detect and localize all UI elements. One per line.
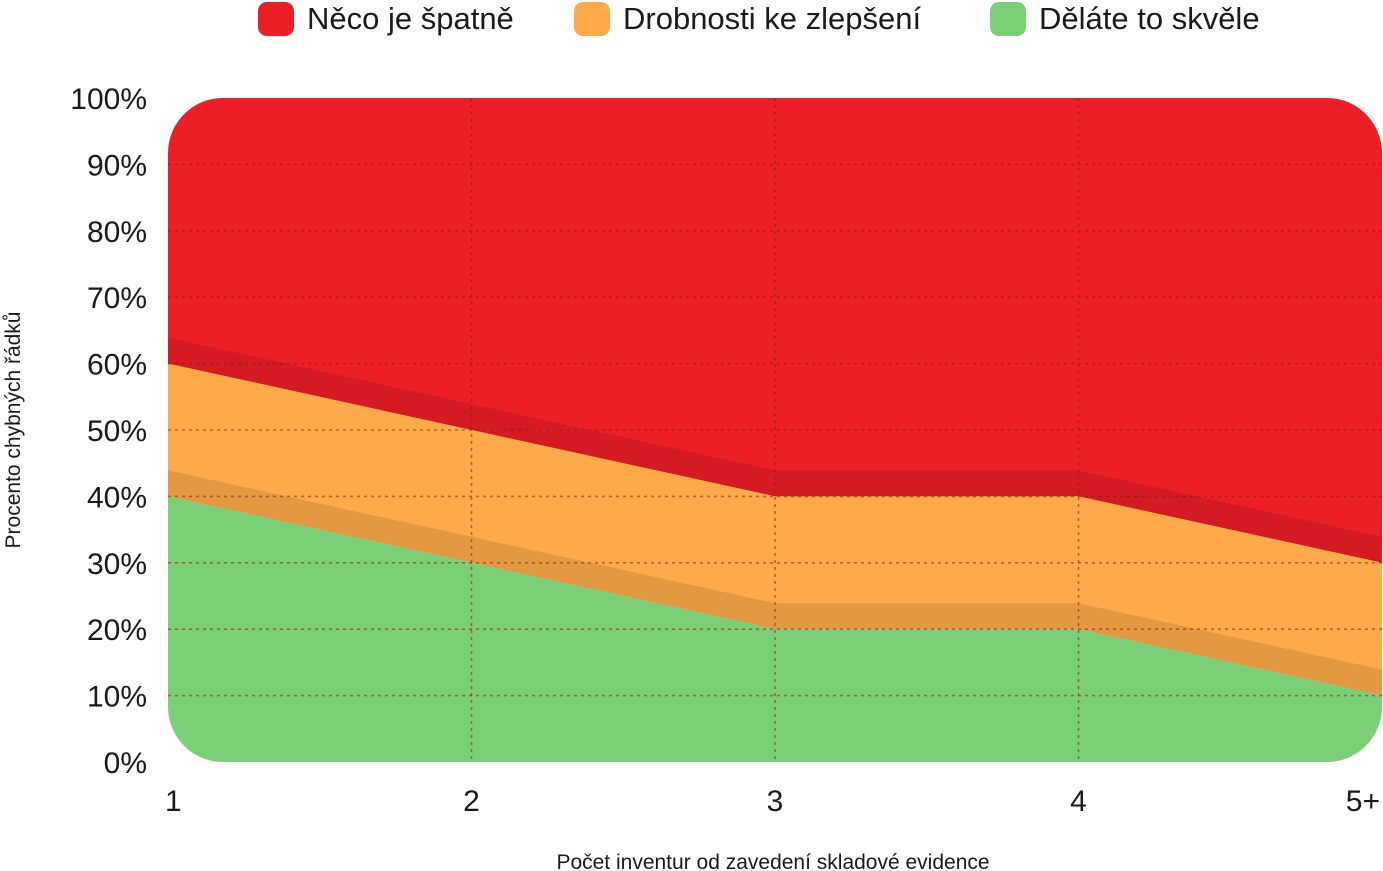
y-tick-label: 10% (87, 681, 147, 714)
legend-item: Drobnosti ke zlepšení (574, 1, 922, 36)
x-tick-label: 5+ (1346, 785, 1380, 818)
y-tick-label: 60% (87, 349, 147, 382)
x-axis-title: Počet inventur od zavedení skladové evid… (556, 851, 989, 871)
legend-item: Něco je špatně (258, 1, 514, 36)
y-tick-label: 0% (104, 747, 147, 780)
legend-swatch (574, 2, 610, 36)
x-tick-label: 2 (463, 785, 480, 818)
y-tick-label: 80% (87, 216, 147, 249)
y-tick-label: 90% (87, 149, 147, 182)
legend-swatch (990, 2, 1026, 36)
legend-swatch (258, 2, 294, 36)
legend-label: Něco je špatně (307, 1, 514, 36)
legend-label: Děláte to skvěle (1039, 1, 1260, 36)
x-tick-label: 4 (1070, 785, 1087, 818)
y-tick-label: 50% (87, 415, 147, 448)
x-tick-label: 3 (767, 785, 784, 818)
legend-item: Děláte to skvěle (990, 1, 1260, 36)
area-series (168, 363, 1382, 696)
y-tick-label: 20% (87, 614, 147, 647)
y-tick-label: 100% (70, 83, 147, 116)
x-tick-label: 1 (165, 785, 182, 818)
legend-label: Drobnosti ke zlepšení (623, 1, 922, 36)
chart-legend: Něco je špatně Drobnosti ke zlepšení Dělát… (0, 0, 1383, 40)
y-axis-title: Procento chybných řádků (2, 312, 25, 549)
y-tick-label: 40% (87, 481, 147, 514)
y-tick-label: 30% (87, 548, 147, 581)
y-tick-label: 70% (87, 282, 147, 315)
